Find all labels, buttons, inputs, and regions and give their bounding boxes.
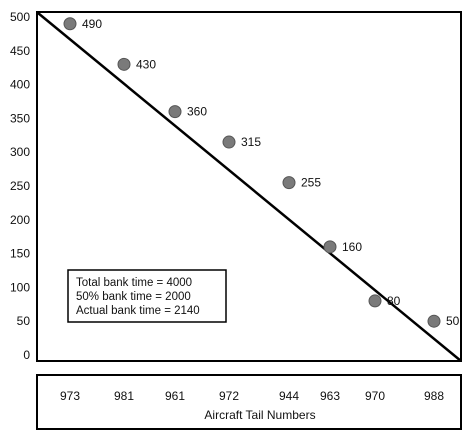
data-label: 80 bbox=[387, 294, 401, 308]
x-tick-label: 944 bbox=[279, 389, 299, 403]
x-axis-box bbox=[36, 374, 462, 430]
x-axis-ticks: 973 981 961 972 944 963 970 988 bbox=[60, 389, 444, 403]
y-tick-label: 100 bbox=[10, 280, 30, 294]
plot-frame bbox=[36, 11, 462, 362]
data-point bbox=[168, 105, 182, 119]
data-label: 360 bbox=[187, 105, 207, 119]
x-tick-label: 972 bbox=[219, 389, 239, 403]
data-point bbox=[117, 57, 131, 71]
annotation-line-1: Total bank time = 4000 bbox=[76, 277, 192, 289]
y-tick-label: 500 bbox=[10, 10, 30, 24]
data-point bbox=[368, 294, 382, 308]
y-tick-label: 0 bbox=[23, 348, 30, 362]
y-axis-ticks: 0 50 100 150 200 250 300 350 400 450 500 bbox=[10, 10, 30, 362]
data-points bbox=[63, 17, 441, 328]
x-tick-label: 970 bbox=[365, 389, 385, 403]
y-tick-label: 450 bbox=[10, 44, 30, 58]
data-point bbox=[222, 135, 236, 149]
y-tick-label: 200 bbox=[10, 213, 30, 227]
x-tick-label: 988 bbox=[424, 389, 444, 403]
data-label: 490 bbox=[82, 17, 102, 31]
x-axis-title: Aircraft Tail Numbers bbox=[204, 408, 315, 422]
data-label: 255 bbox=[301, 176, 321, 190]
data-point bbox=[323, 240, 337, 254]
x-tick-label: 973 bbox=[60, 389, 80, 403]
annotation-line-2: 50% bank time = 2000 bbox=[76, 291, 191, 303]
data-label: 315 bbox=[241, 135, 261, 149]
data-point bbox=[427, 314, 441, 328]
y-tick-label: 350 bbox=[10, 111, 30, 125]
trend-line bbox=[37, 12, 462, 362]
data-label: 430 bbox=[136, 57, 156, 71]
y-tick-label: 300 bbox=[10, 145, 30, 159]
data-label: 160 bbox=[342, 240, 362, 254]
y-tick-label: 150 bbox=[10, 247, 30, 261]
x-tick-label: 981 bbox=[114, 389, 134, 403]
data-labels: 490 430 360 315 255 160 80 50 bbox=[82, 17, 460, 328]
data-point bbox=[282, 176, 296, 190]
annotation-line-3: Actual bank time = 2140 bbox=[76, 305, 200, 317]
x-tick-label: 961 bbox=[165, 389, 185, 403]
y-tick-label: 400 bbox=[10, 78, 30, 92]
y-tick-label: 250 bbox=[10, 179, 30, 193]
data-point bbox=[63, 17, 77, 31]
annotation-box bbox=[67, 269, 227, 323]
y-tick-label: 50 bbox=[17, 314, 31, 328]
data-label: 50 bbox=[446, 314, 460, 328]
x-tick-label: 963 bbox=[320, 389, 340, 403]
